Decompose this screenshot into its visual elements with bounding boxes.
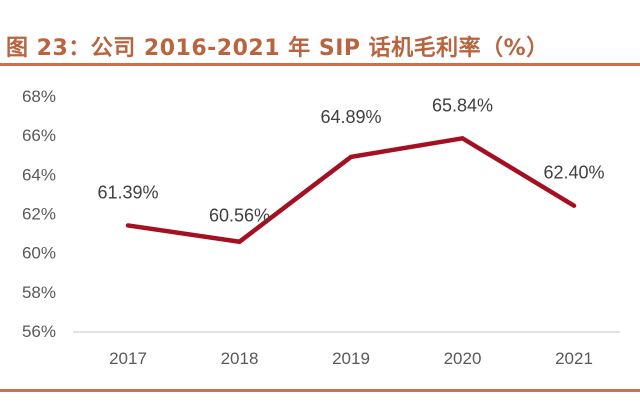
x-axis-ticks: 2017 2018 2019 2020 2021 [109, 349, 593, 368]
y-tick-label: 64% [22, 165, 56, 184]
data-labels: 61.39% 60.56% 64.89% 65.84% 62.40% [97, 95, 604, 225]
chart-title: 图 23：公司 2016-2021 年 SIP 话机毛利率（%） [6, 36, 549, 61]
x-tick-label: 2017 [109, 349, 147, 368]
y-tick-label: 66% [22, 126, 56, 145]
y-tick-label: 60% [22, 244, 56, 263]
data-label: 62.40% [543, 163, 604, 183]
data-label: 64.89% [320, 107, 381, 127]
x-tick-label: 2019 [332, 349, 370, 368]
y-axis-ticks: 56% 58% 60% 62% 64% 66% 68% [22, 87, 56, 341]
x-tick-label: 2021 [555, 349, 593, 368]
y-tick-label: 68% [22, 87, 56, 106]
data-label: 60.56% [209, 206, 270, 226]
y-tick-label: 56% [22, 322, 56, 341]
x-tick-label: 2020 [444, 349, 482, 368]
y-tick-label: 62% [22, 205, 56, 224]
footer-rule [0, 389, 640, 392]
y-tick-label: 58% [22, 283, 56, 302]
data-label: 61.39% [97, 182, 158, 202]
title-underline [0, 63, 640, 66]
x-tick-label: 2018 [221, 349, 259, 368]
series-line-gross-margin [125, 135, 577, 245]
data-label: 65.84% [432, 95, 493, 115]
